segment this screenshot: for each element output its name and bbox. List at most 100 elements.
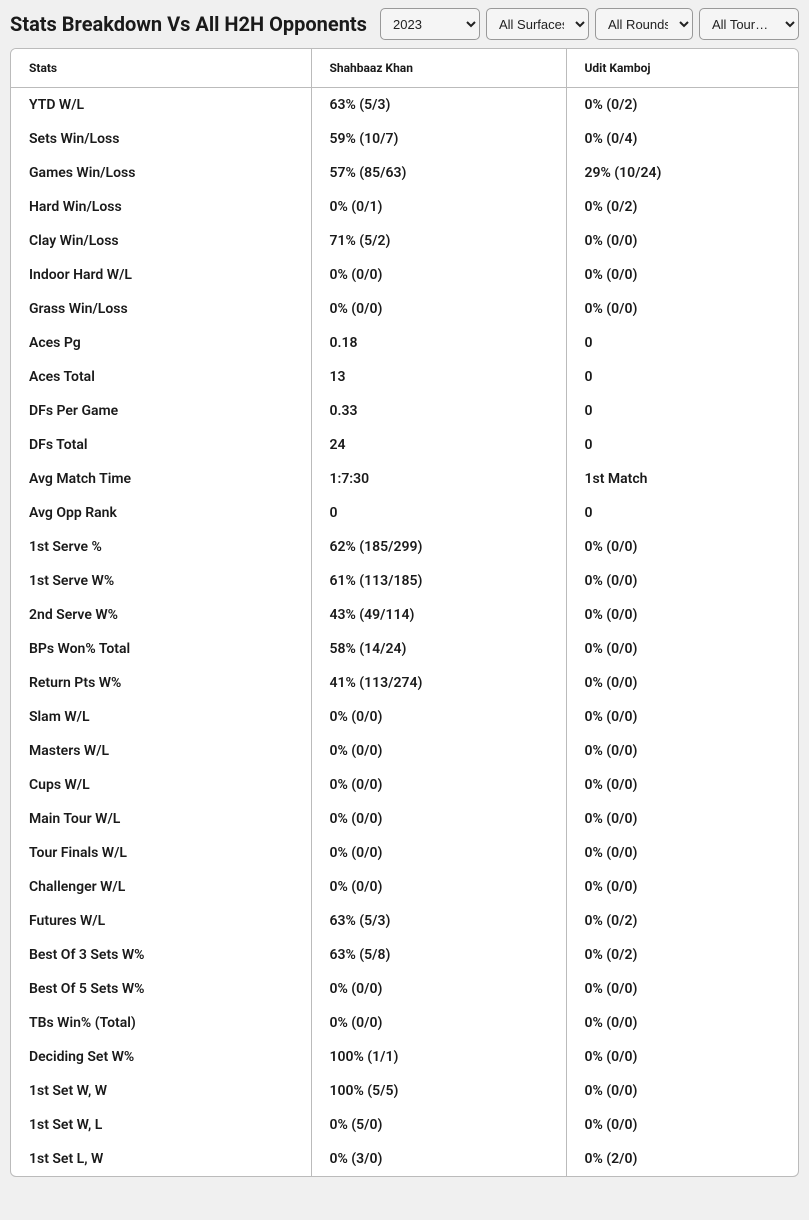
stat-label: Deciding Set W% <box>11 1040 311 1074</box>
table-row: Main Tour W/L0% (0/0)0% (0/0) <box>11 802 798 836</box>
player2-value: 0% (0/0) <box>566 258 798 292</box>
stat-label: Grass Win/Loss <box>11 292 311 326</box>
table-row: Games Win/Loss57% (85/63)29% (10/24) <box>11 156 798 190</box>
player1-value: 0% (0/0) <box>311 734 566 768</box>
table-row: 1st Set L, W0% (3/0)0% (2/0) <box>11 1142 798 1176</box>
player2-value: 0% (0/0) <box>566 700 798 734</box>
player2-value: 0% (0/0) <box>566 1108 798 1142</box>
table-row: Slam W/L0% (0/0)0% (0/0) <box>11 700 798 734</box>
player1-value: 0% (0/0) <box>311 258 566 292</box>
player2-value: 0% (2/0) <box>566 1142 798 1176</box>
surface-select[interactable]: All Surfaces <box>486 8 589 40</box>
stat-label: Best Of 3 Sets W% <box>11 938 311 972</box>
player1-value: 58% (14/24) <box>311 632 566 666</box>
table-row: Aces Pg0.180 <box>11 326 798 360</box>
table-row: Sets Win/Loss59% (10/7)0% (0/4) <box>11 122 798 156</box>
table-row: Avg Opp Rank00 <box>11 496 798 530</box>
table-row: 2nd Serve W%43% (49/114)0% (0/0) <box>11 598 798 632</box>
player1-value: 63% (5/8) <box>311 938 566 972</box>
col-header-player1: Shahbaaz Khan <box>311 49 566 88</box>
player1-value: 0% (0/0) <box>311 700 566 734</box>
player1-value: 0% (0/0) <box>311 836 566 870</box>
stat-label: Masters W/L <box>11 734 311 768</box>
player2-value: 0% (0/0) <box>566 734 798 768</box>
table-row: 1st Serve %62% (185/299)0% (0/0) <box>11 530 798 564</box>
stat-label: Avg Match Time <box>11 462 311 496</box>
player2-value: 0% (0/0) <box>566 666 798 700</box>
tournament-select[interactable]: All Tourn… <box>699 8 799 40</box>
stat-label: DFs Total <box>11 428 311 462</box>
player2-value: 0% (0/0) <box>566 972 798 1006</box>
table-row: Grass Win/Loss0% (0/0)0% (0/0) <box>11 292 798 326</box>
table-row: TBs Win% (Total)0% (0/0)0% (0/0) <box>11 1006 798 1040</box>
player2-value: 0 <box>566 496 798 530</box>
filter-bar: 2023 All Surfaces All Rounds All Tourn… <box>380 8 799 40</box>
table-row: Best Of 3 Sets W%63% (5/8)0% (0/2) <box>11 938 798 972</box>
round-select[interactable]: All Rounds <box>595 8 693 40</box>
player1-value: 100% (1/1) <box>311 1040 566 1074</box>
year-select[interactable]: 2023 <box>380 8 480 40</box>
player2-value: 0% (0/2) <box>566 190 798 224</box>
table-row: Aces Total130 <box>11 360 798 394</box>
player2-value: 0% (0/0) <box>566 632 798 666</box>
player2-value: 0 <box>566 326 798 360</box>
stat-label: 1st Set L, W <box>11 1142 311 1176</box>
stat-label: Aces Pg <box>11 326 311 360</box>
stat-label: Tour Finals W/L <box>11 836 311 870</box>
player1-value: 63% (5/3) <box>311 904 566 938</box>
player1-value: 71% (5/2) <box>311 224 566 258</box>
player1-value: 0% (0/0) <box>311 1006 566 1040</box>
player2-value: 0% (0/0) <box>566 1074 798 1108</box>
stat-label: Best Of 5 Sets W% <box>11 972 311 1006</box>
stat-label: Aces Total <box>11 360 311 394</box>
col-header-stats: Stats <box>11 49 311 88</box>
player1-value: 0% (0/0) <box>311 870 566 904</box>
player1-value: 0% (0/0) <box>311 802 566 836</box>
player2-value: 0% (0/0) <box>566 598 798 632</box>
player2-value: 0% (0/2) <box>566 88 798 123</box>
player1-value: 0.33 <box>311 394 566 428</box>
player1-value: 61% (113/185) <box>311 564 566 598</box>
table-row: BPs Won% Total58% (14/24)0% (0/0) <box>11 632 798 666</box>
player2-value: 0% (0/0) <box>566 836 798 870</box>
player1-value: 0.18 <box>311 326 566 360</box>
player2-value: 0% (0/0) <box>566 870 798 904</box>
stat-label: TBs Win% (Total) <box>11 1006 311 1040</box>
table-row: Return Pts W%41% (113/274)0% (0/0) <box>11 666 798 700</box>
table-row: Cups W/L0% (0/0)0% (0/0) <box>11 768 798 802</box>
table-row: Masters W/L0% (0/0)0% (0/0) <box>11 734 798 768</box>
player2-value: 0 <box>566 428 798 462</box>
table-row: YTD W/L63% (5/3)0% (0/2) <box>11 88 798 123</box>
player1-value: 0% (5/0) <box>311 1108 566 1142</box>
player2-value: 0% (0/0) <box>566 1006 798 1040</box>
table-row: Deciding Set W%100% (1/1)0% (0/0) <box>11 1040 798 1074</box>
table-row: Hard Win/Loss0% (0/1)0% (0/2) <box>11 190 798 224</box>
page-title: Stats Breakdown Vs All H2H Opponents <box>10 12 367 36</box>
stat-label: Games Win/Loss <box>11 156 311 190</box>
table-row: Futures W/L63% (5/3)0% (0/2) <box>11 904 798 938</box>
stat-label: 2nd Serve W% <box>11 598 311 632</box>
stat-label: Sets Win/Loss <box>11 122 311 156</box>
stat-label: 1st Serve % <box>11 530 311 564</box>
stats-table-wrap: Stats Shahbaaz Khan Udit Kamboj YTD W/L6… <box>10 48 799 1177</box>
player2-value: 0% (0/0) <box>566 1040 798 1074</box>
stat-label: 1st Set W, W <box>11 1074 311 1108</box>
stat-label: Avg Opp Rank <box>11 496 311 530</box>
player2-value: 0% (0/4) <box>566 122 798 156</box>
player2-value: 0% (0/0) <box>566 802 798 836</box>
player2-value: 0 <box>566 394 798 428</box>
table-header-row: Stats Shahbaaz Khan Udit Kamboj <box>11 49 798 88</box>
stat-label: YTD W/L <box>11 88 311 123</box>
table-row: 1st Serve W%61% (113/185)0% (0/0) <box>11 564 798 598</box>
table-row: DFs Total240 <box>11 428 798 462</box>
player1-value: 100% (5/5) <box>311 1074 566 1108</box>
table-row: Indoor Hard W/L0% (0/0)0% (0/0) <box>11 258 798 292</box>
table-row: Best Of 5 Sets W%0% (0/0)0% (0/0) <box>11 972 798 1006</box>
stat-label: 1st Set W, L <box>11 1108 311 1142</box>
stats-table: Stats Shahbaaz Khan Udit Kamboj YTD W/L6… <box>11 49 798 1176</box>
stat-label: 1st Serve W% <box>11 564 311 598</box>
player1-value: 62% (185/299) <box>311 530 566 564</box>
player2-value: 0% (0/0) <box>566 768 798 802</box>
table-row: DFs Per Game0.330 <box>11 394 798 428</box>
player1-value: 13 <box>311 360 566 394</box>
